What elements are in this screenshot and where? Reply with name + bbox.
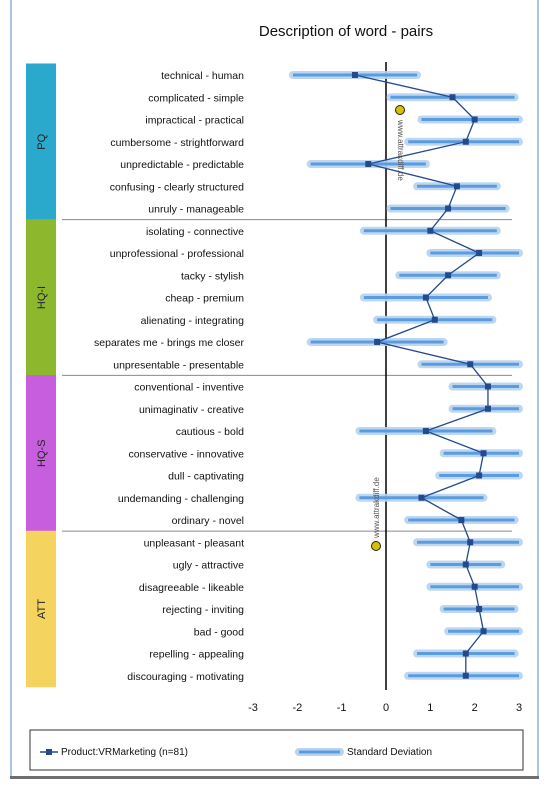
- x-tick-labels: -3 -2 -1 0 1 2 3: [248, 702, 522, 714]
- frame-left-border: [10, 0, 12, 778]
- mean-marker: [445, 205, 452, 212]
- legend-sd-label: Standard Deviation: [347, 747, 432, 758]
- group-label-hq-s: HQ-S: [36, 440, 48, 468]
- x-tick-label: -1: [337, 702, 347, 714]
- mean-marker: [458, 517, 465, 523]
- mean-marker: [467, 539, 474, 546]
- item-label: impractical - practical: [145, 115, 244, 127]
- mean-marker: [484, 405, 491, 412]
- mean-marker: [480, 628, 487, 635]
- x-tick-label: -2: [292, 702, 302, 714]
- group-bands: PQ HQ-I HQ-S ATT: [26, 63, 56, 688]
- item-label: confusing - clearly structured: [110, 181, 244, 193]
- mean-marker: [462, 138, 469, 145]
- item-label: ugly - attractive: [173, 560, 244, 572]
- item-label: ordinary - novel: [172, 515, 244, 527]
- item-label: technical - human: [161, 70, 244, 82]
- group-band-att: [26, 530, 56, 688]
- mean-marker: [471, 583, 478, 590]
- item-label: cheap - premium: [165, 293, 244, 305]
- mean-marker: [476, 606, 483, 612]
- x-tick-label: 2: [472, 702, 478, 714]
- item-label: bad - good: [194, 626, 244, 638]
- legend-mean-marker-icon: [46, 749, 52, 755]
- mean-marker: [422, 428, 429, 434]
- item-label: undemanding - challenging: [118, 493, 244, 505]
- item-label: repelling - appealing: [149, 649, 244, 661]
- mean-marker: [462, 672, 469, 679]
- mean-marker: [445, 272, 452, 279]
- watermark-logo-icon: [395, 105, 405, 115]
- group-label-pq: PQ: [36, 133, 48, 149]
- mean-line: [354, 74, 489, 676]
- watermark-text-bottom: www.attrakdiff.de: [372, 477, 381, 539]
- item-label: discouraging - motivating: [127, 671, 244, 683]
- item-label: isolating - connective: [146, 226, 244, 238]
- chart-title: Description of word - pairs: [259, 23, 433, 40]
- group-separators: [62, 219, 512, 532]
- mean-marker: [422, 294, 429, 301]
- item-label: unpredictable - predictable: [120, 159, 244, 171]
- watermark-top: www.attrakdiff.de: [395, 105, 405, 181]
- legend-box: [29, 729, 524, 771]
- item-label: cautious - bold: [176, 426, 244, 438]
- x-tick-label: -3: [248, 702, 258, 714]
- group-label-att: ATT: [36, 599, 48, 619]
- item-label: disagreeable - likeable: [139, 582, 244, 594]
- mean-marker: [462, 561, 469, 568]
- mean-marker: [476, 250, 483, 256]
- item-label: unpleasant - pleasant: [144, 537, 244, 549]
- mean-marker: [462, 650, 469, 657]
- item-label: conservative - innovative: [128, 448, 244, 460]
- mean-marker: [471, 116, 478, 123]
- mean-marker: [480, 450, 487, 457]
- item-label: alienating - integrating: [141, 315, 244, 327]
- watermark-text-top: www.attrakdiff.de: [396, 119, 405, 181]
- item-label: unpresentable - presentable: [113, 359, 244, 371]
- item-label: unruly - manageable: [148, 204, 244, 216]
- group-band-hq-s: [26, 375, 56, 532]
- mean-marker: [453, 183, 460, 190]
- group-band-hq-i: [26, 219, 56, 376]
- group-label-hq-i: HQ-I: [36, 286, 48, 309]
- x-tick-label: 3: [516, 702, 522, 714]
- frame-right-border: [537, 0, 539, 778]
- item-label: rejecting - inviting: [162, 604, 244, 616]
- mean-marker: [365, 161, 372, 167]
- legend: Product:VRMarketing (n=81) Standard Devi…: [29, 729, 524, 771]
- mean-marker: [449, 94, 456, 101]
- item-label: unprofessional - professional: [110, 248, 244, 260]
- item-labels: technical - human complicated - simple imp…: [94, 70, 244, 683]
- mean-marker: [467, 361, 474, 368]
- mean-marker: [484, 383, 491, 390]
- mean-marker: [351, 72, 358, 78]
- item-label: unimaginativ - creative: [139, 404, 244, 416]
- mean-marker: [418, 494, 425, 501]
- group-band-pq: [26, 63, 56, 220]
- mean-series: [351, 72, 491, 679]
- x-tick-label: 1: [427, 702, 433, 714]
- item-label: cumbersome - strightforward: [110, 137, 244, 149]
- x-tick-label: 0: [383, 702, 389, 714]
- mean-marker: [431, 316, 438, 323]
- mean-marker: [427, 227, 434, 234]
- legend-product-label: Product:VRMarketing (n=81): [61, 747, 188, 758]
- frame-bottom-border: [10, 776, 539, 779]
- item-label: complicated - simple: [148, 92, 244, 104]
- item-label: separates me - brings me closer: [94, 337, 244, 349]
- item-label: tacky - stylish: [181, 270, 244, 282]
- item-label: conventional - inventive: [134, 382, 244, 394]
- item-label: dull - captivating: [168, 471, 244, 483]
- watermark-bottom: www.attrakdiff.de: [371, 477, 381, 551]
- watermark-logo-icon: [371, 541, 381, 551]
- mean-marker: [374, 339, 381, 345]
- mean-marker: [476, 472, 483, 479]
